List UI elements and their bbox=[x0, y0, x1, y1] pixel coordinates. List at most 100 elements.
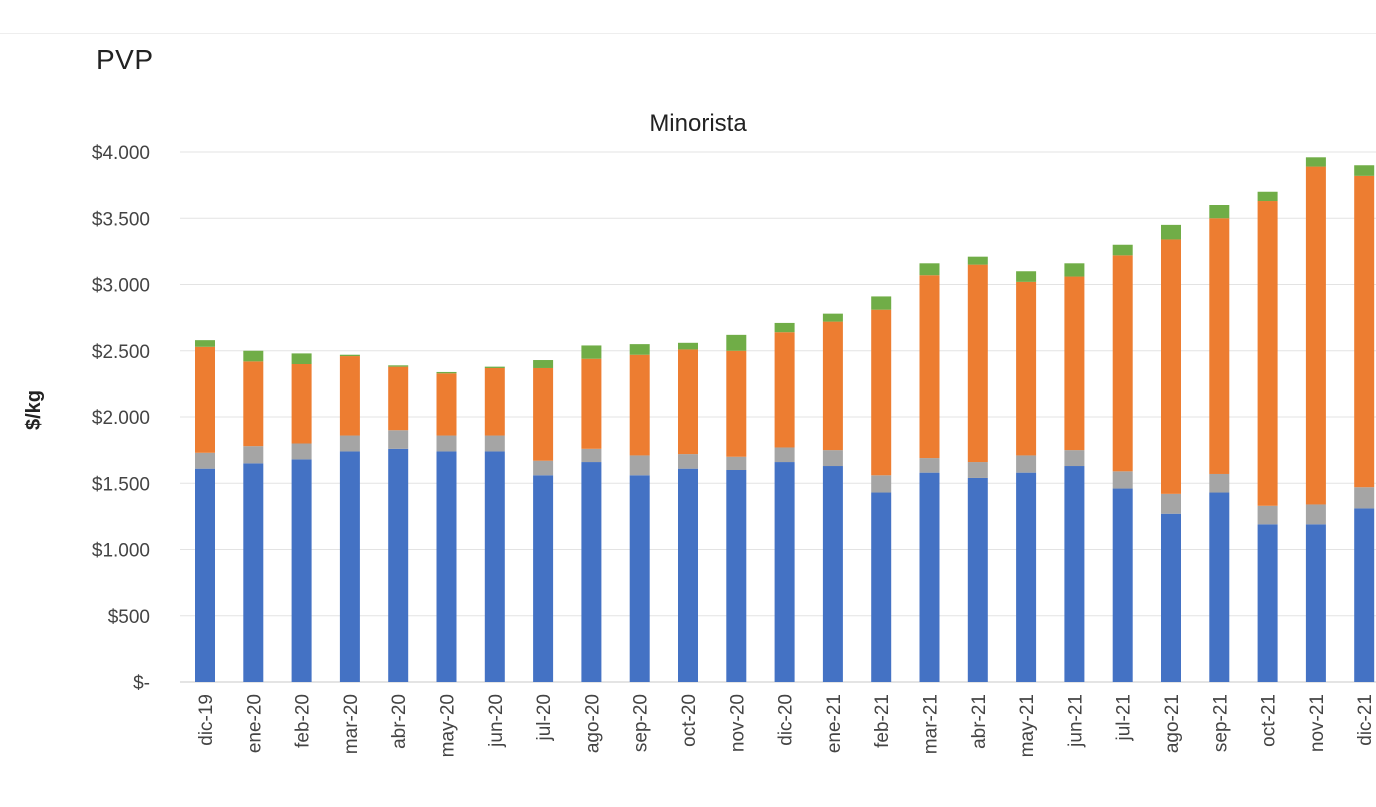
bar-segment-2-feb-20 bbox=[291, 443, 312, 460]
x-tick-label: jul-20 bbox=[534, 694, 555, 741]
bar-segment-4-may-21 bbox=[1016, 271, 1037, 282]
x-tick-label: mar-20 bbox=[341, 694, 362, 754]
bar-segment-3-jul-21 bbox=[1112, 255, 1133, 472]
bar-segment-4-sep-21 bbox=[1209, 205, 1230, 219]
x-tick-label: may-20 bbox=[438, 694, 459, 757]
bar-segment-3-sep-20 bbox=[629, 354, 650, 456]
x-tick-label: ene-20 bbox=[244, 694, 265, 753]
bar-segment-2-jul-20 bbox=[533, 460, 554, 476]
bar-segment-3-ene-20 bbox=[243, 361, 264, 447]
bar-segment-2-mar-21 bbox=[919, 458, 940, 473]
bar-segment-2-dic-21 bbox=[1354, 487, 1375, 509]
x-tick-label: dic-20 bbox=[776, 694, 797, 746]
chart-title: Minorista bbox=[649, 110, 747, 137]
bar-segment-1-nov-21 bbox=[1305, 524, 1326, 682]
x-tick-label: sep-20 bbox=[631, 694, 652, 752]
bar-segment-1-dic-19 bbox=[195, 468, 215, 682]
bar-segment-4-ago-20 bbox=[581, 345, 602, 359]
x-axis: dic-19 ene-20 feb-20 mar-20 abr-20 may-20 jun-… bbox=[196, 694, 1376, 757]
bar-segment-1-may-20 bbox=[436, 451, 457, 682]
bar-segment-1-oct-21 bbox=[1257, 524, 1278, 682]
x-tick-label: jun-21 bbox=[1065, 694, 1086, 748]
y-tick-label: $3.500 bbox=[92, 209, 150, 230]
bar-segment-3-may-20 bbox=[436, 373, 457, 436]
bar-segment-1-abr-21 bbox=[967, 477, 988, 682]
y-tick-label: $- bbox=[133, 673, 150, 694]
bar-segment-3-mar-21 bbox=[919, 275, 940, 459]
bar-segment-3-nov-20 bbox=[726, 350, 747, 457]
top-divider bbox=[0, 33, 1376, 34]
bar-segment-2-ago-20 bbox=[581, 448, 602, 463]
bar-segment-1-ago-20 bbox=[581, 462, 602, 682]
x-tick-label: dic-19 bbox=[196, 694, 217, 746]
bar-segment-1-dic-20 bbox=[774, 462, 795, 682]
bar-segment-4-feb-20 bbox=[291, 353, 312, 364]
y-tick-label: $2.500 bbox=[92, 342, 150, 363]
bar-segment-3-feb-20 bbox=[291, 364, 312, 444]
bar-segment-3-jun-21 bbox=[1064, 276, 1085, 451]
x-tick-label: oct-21 bbox=[1259, 694, 1280, 747]
x-tick-label: nov-20 bbox=[727, 694, 748, 752]
bar-segment-3-dic-21 bbox=[1354, 175, 1375, 488]
y-axis-title: $/kg bbox=[23, 390, 45, 430]
bar-segment-4-nov-20 bbox=[726, 334, 747, 351]
bar-segment-2-jul-21 bbox=[1112, 471, 1133, 489]
bar-segment-1-dic-21 bbox=[1354, 508, 1375, 682]
bar-segment-2-abr-20 bbox=[388, 430, 409, 449]
x-tick-label: jun-20 bbox=[486, 694, 507, 748]
bars bbox=[195, 157, 1375, 682]
bar-segment-2-may-20 bbox=[436, 435, 457, 452]
bar-segment-2-dic-19 bbox=[195, 452, 215, 469]
bar-segment-1-may-21 bbox=[1016, 472, 1037, 682]
y-tick-label: $2.000 bbox=[92, 408, 150, 429]
bar-segment-4-jul-21 bbox=[1112, 244, 1133, 256]
y-tick-label: $500 bbox=[108, 607, 150, 628]
bar-segment-1-ene-20 bbox=[243, 463, 264, 682]
bar-segment-4-abr-21 bbox=[967, 256, 988, 265]
bar-segment-4-oct-20 bbox=[678, 342, 698, 350]
bar-segment-2-nov-21 bbox=[1305, 504, 1326, 525]
bar-segment-3-jul-20 bbox=[533, 367, 554, 461]
x-tick-label: nov-21 bbox=[1307, 694, 1328, 752]
bar-segment-2-dic-20 bbox=[774, 447, 795, 463]
x-tick-label: feb-21 bbox=[872, 694, 893, 748]
bar-segment-2-feb-21 bbox=[871, 475, 892, 493]
bar-segment-3-ago-21 bbox=[1161, 239, 1181, 494]
bar-segment-4-mar-20 bbox=[339, 354, 360, 357]
bar-segment-1-feb-21 bbox=[871, 492, 892, 682]
x-tick-label: ago-20 bbox=[582, 694, 603, 753]
bar-segment-3-mar-20 bbox=[339, 356, 360, 436]
bar-segment-3-dic-19 bbox=[195, 346, 215, 453]
bar-segment-1-sep-20 bbox=[629, 475, 650, 682]
bar-segment-3-nov-21 bbox=[1305, 166, 1326, 505]
bar-segment-4-ago-21 bbox=[1161, 224, 1181, 240]
bar-segment-4-dic-20 bbox=[774, 322, 795, 333]
y-tick-label: $1.000 bbox=[92, 541, 150, 562]
bar-segment-2-mar-20 bbox=[339, 435, 360, 452]
bar-segment-4-ene-20 bbox=[243, 350, 264, 362]
bar-segment-2-sep-20 bbox=[629, 455, 650, 476]
bar-segment-3-ene-21 bbox=[822, 321, 843, 451]
bar-segment-2-oct-21 bbox=[1257, 505, 1278, 525]
bar-segment-4-feb-21 bbox=[871, 296, 892, 310]
bar-segment-4-jun-20 bbox=[484, 366, 505, 368]
bar-segment-2-ene-21 bbox=[822, 450, 843, 467]
x-tick-label: jul-21 bbox=[1114, 694, 1135, 741]
bar-segment-3-oct-20 bbox=[678, 349, 698, 455]
bar-segment-2-nov-20 bbox=[726, 456, 747, 470]
bar-segment-4-oct-21 bbox=[1257, 191, 1278, 202]
bar-segment-1-nov-20 bbox=[726, 470, 747, 682]
bar-segment-1-jun-20 bbox=[484, 451, 505, 682]
bar-segment-2-oct-20 bbox=[678, 454, 698, 469]
bar-segment-4-dic-21 bbox=[1354, 165, 1375, 176]
y-tick-label: $1.500 bbox=[92, 474, 150, 495]
x-tick-label: oct-20 bbox=[679, 694, 700, 747]
bar-segment-2-jun-21 bbox=[1064, 450, 1085, 467]
bar-segment-4-mar-21 bbox=[919, 263, 940, 276]
bar-segment-1-oct-20 bbox=[678, 468, 698, 682]
bar-segment-4-nov-21 bbox=[1305, 157, 1326, 167]
bar-segment-1-ago-21 bbox=[1161, 513, 1181, 682]
bar-segment-3-feb-21 bbox=[871, 309, 892, 476]
bar-segment-2-sep-21 bbox=[1209, 473, 1230, 493]
